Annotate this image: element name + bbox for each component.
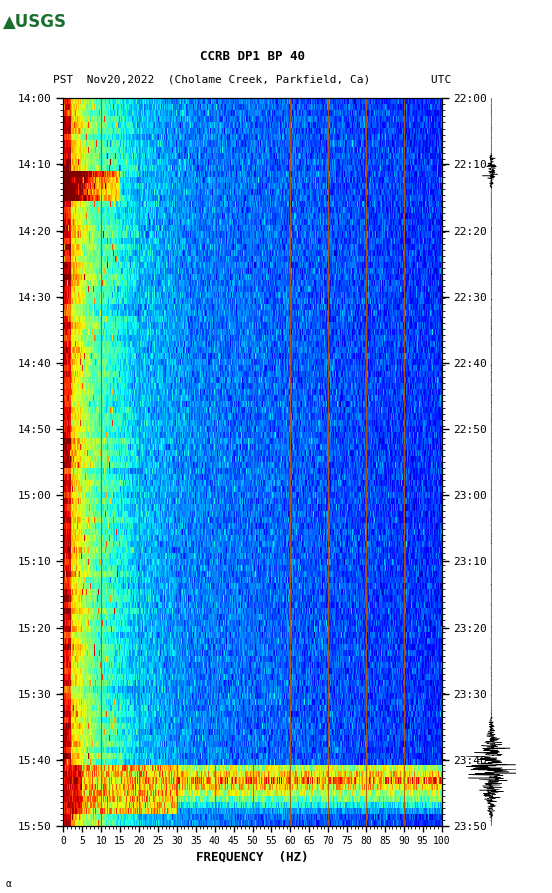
Text: PST  Nov20,2022  (Cholame Creek, Parkfield, Ca)         UTC: PST Nov20,2022 (Cholame Creek, Parkfield… (54, 75, 452, 85)
X-axis label: FREQUENCY  (HZ): FREQUENCY (HZ) (197, 851, 309, 864)
Text: CCRB DP1 BP 40: CCRB DP1 BP 40 (200, 49, 305, 63)
Text: ▲USGS: ▲USGS (3, 13, 67, 31)
Text: α: α (6, 879, 12, 889)
